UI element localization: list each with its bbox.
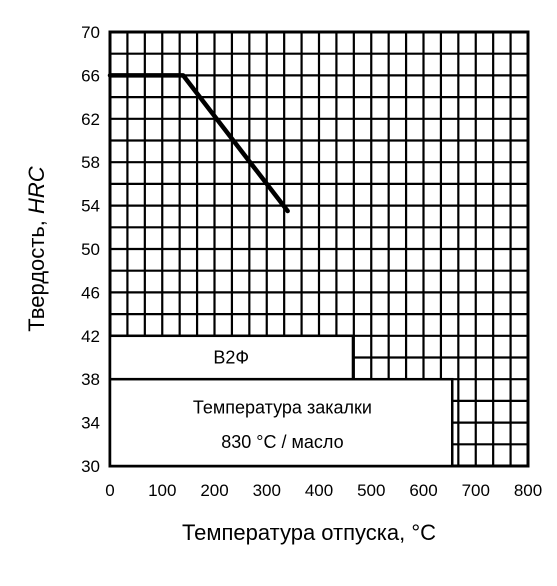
quench-temperature-label: Температура закалки [193, 397, 372, 417]
x-tick-label: 700 [462, 481, 490, 500]
quench-medium-label: 830 °С / масло [221, 432, 343, 452]
hardness-curve [107, 73, 290, 214]
y-tick-label: 34 [81, 414, 100, 433]
y-tick-label: 70 [81, 23, 100, 42]
y-tick-label: 30 [81, 457, 100, 476]
series-group [107, 73, 290, 214]
x-tick-label: 600 [409, 481, 437, 500]
y-tick-label: 58 [81, 153, 100, 172]
y-tick-label: 54 [81, 197, 100, 216]
steel-grade-label: В2Ф [213, 348, 249, 368]
steel-grade-box [108, 334, 355, 381]
y-axis-title: Твердость, HRC [24, 166, 49, 331]
annotation-boxes: В2Ф Температура закалки 830 °С / масло [108, 334, 454, 468]
y-tick-label: 46 [81, 283, 100, 302]
y-tick-label: 42 [81, 327, 100, 346]
y-tick-label: 66 [81, 66, 100, 85]
x-axis-title: Температура отпуска, °С [182, 520, 436, 545]
x-tick-label: 100 [148, 481, 176, 500]
y-tick-labels: 30 34 38 42 46 50 54 58 62 66 70 [81, 23, 100, 476]
x-tick-label: 400 [305, 481, 333, 500]
quench-info-box [108, 377, 454, 468]
x-tick-labels: 0 100 200 300 400 500 600 700 800 [105, 481, 542, 500]
y-tick-label: 38 [81, 370, 100, 389]
x-tick-label: 300 [253, 481, 281, 500]
x-tick-label: 500 [357, 481, 385, 500]
x-tick-label: 800 [514, 481, 542, 500]
y-tick-label: 62 [81, 110, 100, 129]
x-tick-label: 0 [105, 481, 114, 500]
x-tick-label: 200 [200, 481, 228, 500]
y-tick-label: 50 [81, 240, 100, 259]
y-axis-title-prefix: Твердость, [24, 214, 49, 332]
y-axis-title-unit: HRC [24, 166, 49, 214]
